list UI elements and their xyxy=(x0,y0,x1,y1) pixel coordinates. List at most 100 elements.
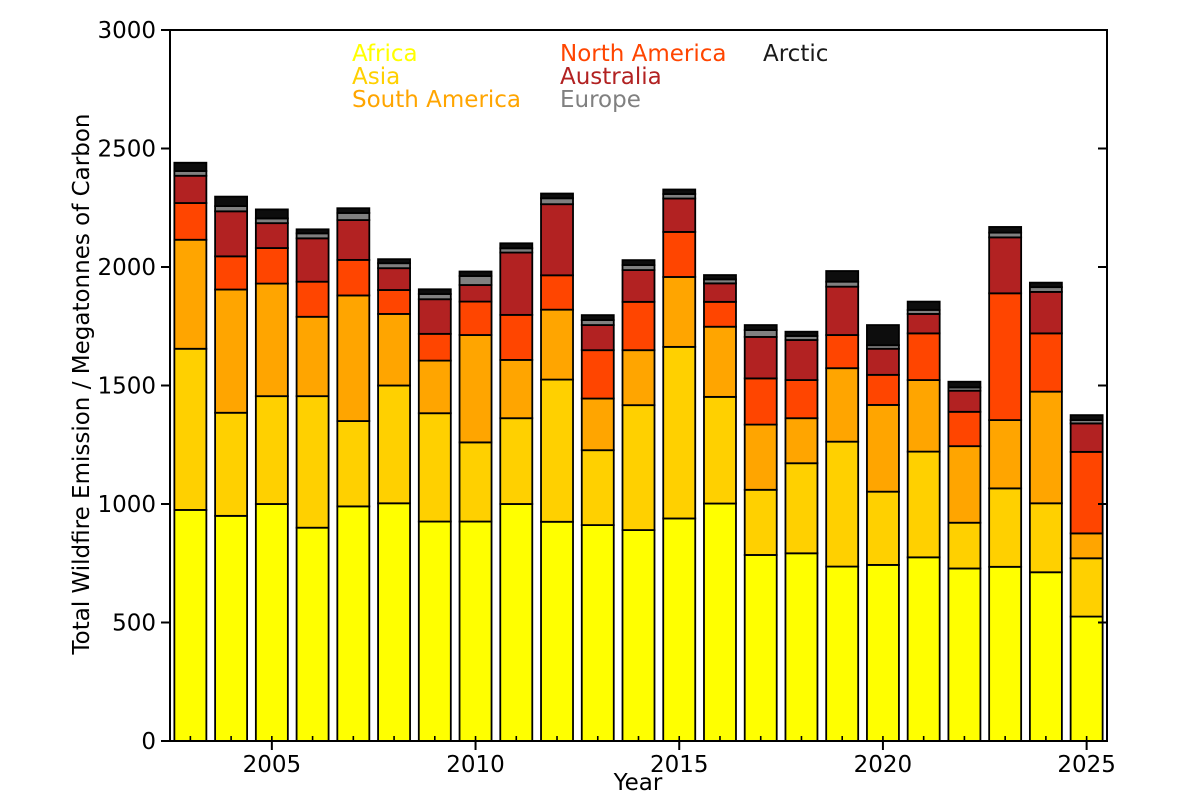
bar-segment-2012-north-america xyxy=(540,274,574,311)
bar-segment-2010-north-america xyxy=(458,300,493,336)
bar-segment-2013-south-america xyxy=(580,397,615,452)
bar-segment-2018-arctic xyxy=(784,330,819,337)
bar-segment-2021-africa xyxy=(906,556,941,742)
bar-segment-2013-australia xyxy=(580,324,615,352)
bar-segment-2021-arctic xyxy=(906,300,941,311)
bar-segment-2021-south-america xyxy=(906,379,941,453)
legend-label-africa: Africa xyxy=(352,41,418,67)
bar-segment-2024-asia xyxy=(1028,502,1063,574)
bar-segment-2014-south-america xyxy=(621,349,656,407)
bar-segment-2008-asia xyxy=(377,384,411,505)
legend-label-europe: Europe xyxy=(560,87,641,113)
bar-segment-2021-australia xyxy=(906,313,941,335)
bar-segment-2012-australia xyxy=(540,203,574,277)
legend-label-australia: Australia xyxy=(560,64,662,90)
bar-segment-2020-south-america xyxy=(866,404,900,493)
bar-segment-2005-north-america xyxy=(254,247,289,285)
bar-segment-2019-south-america xyxy=(825,367,860,443)
y-tick-label: 2500 xyxy=(97,137,156,163)
bar-segment-2011-north-america xyxy=(499,313,534,361)
x-tick-label: 2010 xyxy=(446,752,505,778)
bar-segment-2014-australia xyxy=(621,269,656,303)
bar-segment-2015-north-america xyxy=(662,231,697,278)
bar-segment-2023-north-america xyxy=(988,292,1023,422)
bar-segment-2010-asia xyxy=(458,441,493,523)
bar-segment-2004-africa xyxy=(214,514,249,742)
bar-segment-2020-north-america xyxy=(866,373,900,406)
y-tick-label: 1000 xyxy=(97,492,156,518)
bar-segment-2009-south-america xyxy=(417,359,452,415)
bar-segment-2011-africa xyxy=(499,503,534,742)
bar-segment-2008-south-america xyxy=(377,313,411,387)
bar-segment-2014-north-america xyxy=(621,300,656,352)
bar-segment-2025-south-america xyxy=(1069,532,1104,560)
legend-label-north-america: North America xyxy=(560,41,727,67)
bar-segment-2022-north-america xyxy=(947,410,982,448)
bar-segment-2003-north-america xyxy=(173,202,208,241)
legend-label-asia: Asia xyxy=(352,64,401,90)
x-tick-label: 2020 xyxy=(854,752,913,778)
bar-segment-2014-arctic xyxy=(621,259,656,267)
bar-segment-2010-south-america xyxy=(458,334,493,444)
bar-segment-2020-australia xyxy=(866,347,900,376)
bar-segment-2016-arctic xyxy=(703,274,737,281)
bar-segment-2009-australia xyxy=(417,298,452,335)
bar-segment-2003-south-america xyxy=(173,238,208,350)
bar-segment-2025-asia xyxy=(1069,557,1104,618)
bar-segment-2018-asia xyxy=(784,462,819,555)
bar-segment-2024-arctic xyxy=(1028,281,1063,289)
bar-segment-2013-asia xyxy=(580,449,615,526)
bar-segment-2010-arctic xyxy=(458,270,493,277)
bar-segment-2008-africa xyxy=(377,502,411,742)
y-tick-label: 3000 xyxy=(97,18,156,44)
bar-segment-2012-arctic xyxy=(540,192,574,200)
bar-segment-2018-north-america xyxy=(784,379,819,420)
bar-segment-2023-africa xyxy=(988,565,1023,742)
bar-segment-2023-asia xyxy=(988,487,1023,568)
bar-segment-2020-africa xyxy=(866,564,900,742)
x-tick-label: 2015 xyxy=(650,752,709,778)
x-tick-label: 2005 xyxy=(243,752,302,778)
bar-segment-2010-australia xyxy=(458,284,493,303)
bar-segment-2009-arctic xyxy=(417,288,452,295)
bar-segment-2016-south-america xyxy=(703,325,737,398)
x-tick-label: 2025 xyxy=(1057,752,1116,778)
bar-segment-2019-asia xyxy=(825,440,860,568)
bar-segment-2007-europe xyxy=(336,212,371,221)
bar-segment-2018-south-america xyxy=(784,417,819,465)
bar-segment-2015-south-america xyxy=(662,276,697,348)
bar-segment-2016-north-america xyxy=(703,300,737,328)
bar-segment-2004-australia xyxy=(214,210,249,258)
bar-segment-2005-south-america xyxy=(254,282,289,398)
bar-segment-2008-north-america xyxy=(377,289,411,315)
bar-segment-2017-australia xyxy=(743,336,778,380)
bar-segment-2010-europe xyxy=(458,275,493,286)
bar-segment-2019-north-america xyxy=(825,334,860,370)
bar-segment-2022-africa xyxy=(947,567,982,742)
y-tick-label: 500 xyxy=(112,611,156,637)
bar-segment-2011-australia xyxy=(499,251,534,316)
bar-segment-2009-north-america xyxy=(417,332,452,362)
y-tick-label: 0 xyxy=(141,729,156,755)
bar-segment-2003-arctic xyxy=(173,161,208,172)
bar-segment-2015-asia xyxy=(662,345,697,520)
bar-segment-2014-africa xyxy=(621,529,656,742)
bar-segment-2012-africa xyxy=(540,520,574,742)
bar-segment-2007-africa xyxy=(336,505,371,742)
legend-label-arctic: Arctic xyxy=(763,41,829,67)
bar-segment-2004-north-america xyxy=(214,255,249,291)
bar-segment-2003-africa xyxy=(173,509,208,742)
bar-segment-2007-north-america xyxy=(336,258,371,297)
bar-segment-2003-australia xyxy=(173,174,208,204)
bar-segment-2021-asia xyxy=(906,450,941,559)
bar-segment-2012-south-america xyxy=(540,308,574,381)
bar-segment-2011-south-america xyxy=(499,359,534,420)
bar-segment-2025-africa xyxy=(1069,615,1104,742)
bar-segment-2022-australia xyxy=(947,389,982,413)
bar-segment-2019-australia xyxy=(825,285,860,336)
bar-segment-2022-south-america xyxy=(947,445,982,524)
bar-segment-2024-north-america xyxy=(1028,332,1063,393)
bar-segment-2017-europe xyxy=(743,329,778,338)
bar-segment-2017-asia xyxy=(743,488,778,556)
bar-segment-2023-south-america xyxy=(988,419,1023,490)
